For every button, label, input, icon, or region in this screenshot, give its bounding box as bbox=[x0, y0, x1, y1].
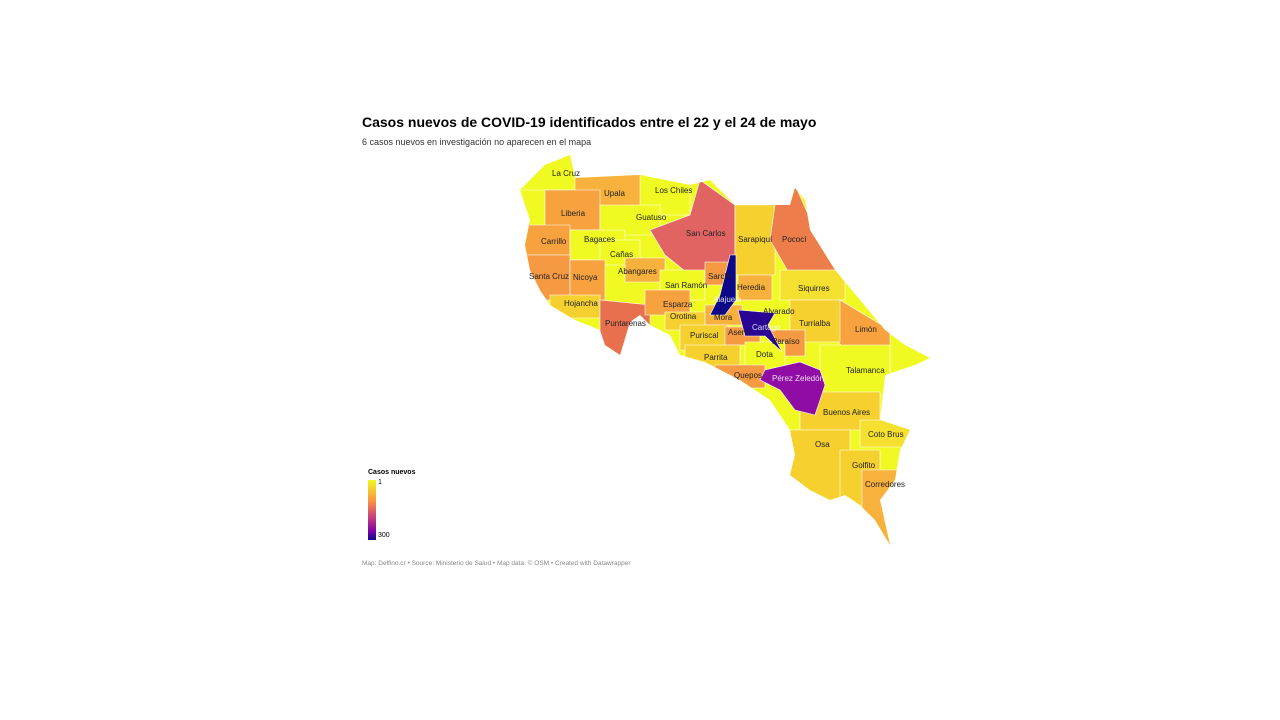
legend-max: 300 bbox=[378, 532, 390, 539]
label-alvarado: Alvarado bbox=[763, 307, 795, 316]
legend-min: 1 bbox=[378, 479, 382, 486]
label-mora: Mora bbox=[714, 313, 733, 322]
label-abangares: Abangares bbox=[618, 267, 657, 276]
region-puntarenas[interactable] bbox=[599, 299, 651, 361]
label-quepos: Quepos bbox=[734, 371, 762, 380]
label-alajuela: Alajuela bbox=[713, 295, 742, 304]
label-turrialba: Turrialba bbox=[799, 319, 831, 328]
label-osa: Osa bbox=[815, 440, 830, 449]
label-nicoya: Nicoya bbox=[573, 273, 598, 282]
region-perez-zeledon[interactable] bbox=[759, 361, 826, 416]
map-subtitle: 6 casos nuevos en investigación no apare… bbox=[362, 137, 592, 147]
label-santa-cruz: Santa Cruz bbox=[529, 272, 569, 281]
label-esparza: Esparza bbox=[663, 300, 693, 309]
label-san-carlos: San Carlos bbox=[686, 229, 726, 238]
label-paraiso: Paraíso bbox=[772, 337, 800, 346]
label-carrillo: Carrillo bbox=[541, 237, 567, 246]
label-liberia: Liberia bbox=[561, 209, 586, 218]
label-sarapiqui: Sarapiquí bbox=[738, 235, 773, 244]
legend-color-scale bbox=[368, 480, 376, 540]
label-canas: Cañas bbox=[610, 250, 633, 259]
label-hojancha: Hojancha bbox=[564, 299, 598, 308]
label-dota: Dota bbox=[756, 350, 773, 359]
region-heredia[interactable] bbox=[737, 274, 773, 301]
label-san-ramon: San Ramón bbox=[665, 281, 707, 290]
region-nicoya[interactable] bbox=[569, 259, 606, 301]
label-heredia: Heredia bbox=[737, 283, 766, 292]
label-pococi: Pococí bbox=[782, 235, 807, 244]
region-siquirres[interactable] bbox=[779, 269, 846, 301]
label-aserri: Aserrí bbox=[728, 328, 750, 337]
region-alajuela[interactable] bbox=[709, 254, 737, 316]
label-puriscal: Puriscal bbox=[690, 331, 719, 340]
region-cartago[interactable] bbox=[737, 309, 783, 353]
label-corredores: Corredores bbox=[865, 480, 905, 489]
label-bagaces: Bagaces bbox=[584, 235, 615, 244]
label-guatuso: Guatuso bbox=[636, 213, 667, 222]
label-siquirres: Siquirres bbox=[798, 284, 830, 293]
legend-title: Casos nuevos bbox=[368, 469, 416, 476]
label-buenos-aires: Buenos Aires bbox=[823, 408, 870, 417]
source-footer: Map: Delfino.cr • Source: Ministerio de … bbox=[362, 560, 631, 567]
label-cartago: Cartago bbox=[752, 323, 781, 332]
label-limon: Limón bbox=[855, 325, 877, 334]
label-sarchi: Sarchí bbox=[708, 272, 732, 281]
label-orotina: Orotina bbox=[670, 312, 697, 321]
label-golfito: Golfito bbox=[852, 461, 876, 470]
label-upala: Upala bbox=[604, 189, 625, 198]
region-sarapiqui[interactable] bbox=[734, 204, 776, 276]
label-puntarenas: Puntarenas bbox=[605, 319, 646, 328]
label-coto-brus: Coto Brus bbox=[868, 430, 904, 439]
map-title: Casos nuevos de COVID-19 identificados e… bbox=[362, 114, 817, 130]
label-perez-zeledon: Pérez Zeledón bbox=[772, 374, 824, 383]
label-la-cruz: La Cruz bbox=[552, 169, 580, 178]
label-los-chiles: Los Chiles bbox=[655, 186, 692, 195]
label-parrita: Parrita bbox=[704, 353, 728, 362]
label-talamanca: Talamanca bbox=[846, 366, 885, 375]
